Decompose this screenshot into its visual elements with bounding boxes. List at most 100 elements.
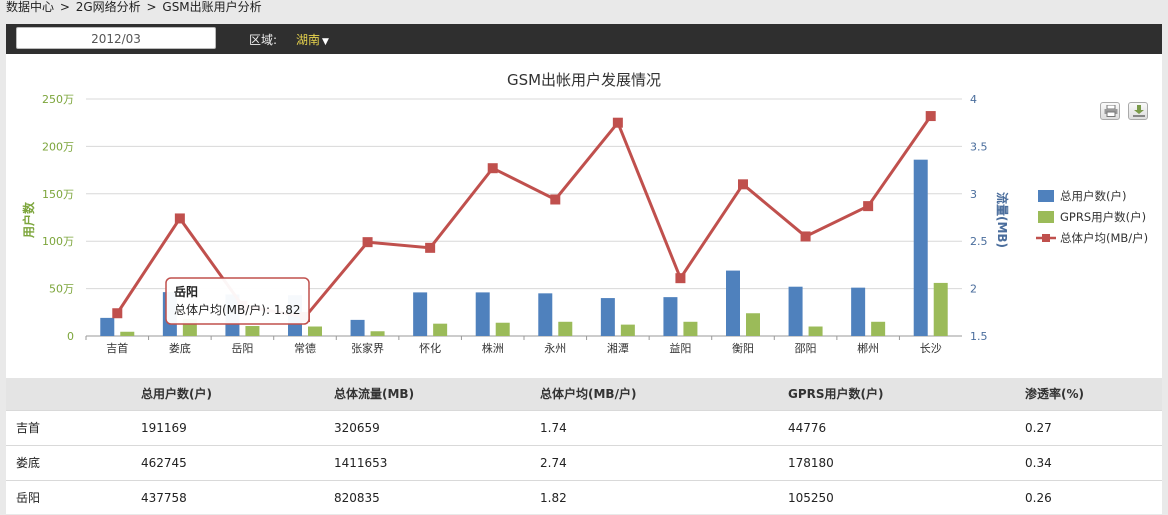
chart-container: GSM出帐用户发展情况 0 50万 100万 150万 200万 250万 1.5 2 2.5… bbox=[6, 54, 1162, 378]
table-cell: 0.34 bbox=[1025, 444, 1162, 480]
breadcrumb-item[interactable]: 2G网络分析 bbox=[75, 0, 141, 14]
download-button[interactable] bbox=[1128, 102, 1148, 120]
y-axis-right: 1.5 2 2.5 3 3.5 4 bbox=[970, 93, 988, 343]
bar-total-users bbox=[413, 292, 428, 336]
table-cell: 191169 bbox=[141, 409, 334, 445]
table-cell: 1.82 bbox=[540, 479, 788, 515]
bar-total-users bbox=[913, 159, 928, 336]
line-point bbox=[863, 201, 874, 212]
x-tick-label: 永州 bbox=[544, 341, 566, 355]
bar-gprs-users bbox=[746, 313, 760, 336]
bar-total-users bbox=[663, 297, 678, 336]
data-table-container: 总用户数(户) 总体流量(MB) 总体户均(MB/户) GPRS用户数(户) 渗… bbox=[6, 378, 1162, 515]
bar-total-users bbox=[851, 287, 866, 336]
x-tick-label: 娄底 bbox=[169, 341, 191, 355]
bar-gprs-users bbox=[620, 324, 635, 336]
bar-total-users bbox=[100, 317, 115, 336]
print-button[interactable] bbox=[1100, 102, 1120, 120]
line-point bbox=[112, 308, 123, 319]
column-header[interactable]: 总用户数(户) bbox=[141, 387, 212, 402]
y-left-tick-label: 0 bbox=[67, 330, 74, 343]
breadcrumb: 数据中心 > 2G网络分析 > GSM出账用户分析 bbox=[6, 0, 264, 16]
bar-gprs-users bbox=[808, 326, 823, 336]
caret-down-icon: ▼ bbox=[322, 37, 329, 47]
region-dropdown[interactable]: 湖南 ▼ bbox=[296, 31, 329, 48]
data-table: 总用户数(户) 总体流量(MB) 总体户均(MB/户) GPRS用户数(户) 渗… bbox=[6, 378, 1162, 515]
legend-marker-icon bbox=[1042, 234, 1050, 242]
chart: GSM出帐用户发展情况 0 50万 100万 150万 200万 250万 1.5 2 2.5… bbox=[21, 71, 1148, 355]
table-row[interactable]: 娄底 462745 1411653 2.74 178180 0.34 bbox=[6, 444, 1162, 480]
legend-swatch-icon bbox=[1038, 190, 1054, 202]
column-header[interactable]: GPRS用户数(户) bbox=[788, 387, 884, 402]
y-right-tick-label: 4 bbox=[970, 93, 977, 106]
x-tick-label: 邵阳 bbox=[795, 342, 817, 355]
filter-bar: 2012/03 区域: 湖南 ▼ bbox=[6, 24, 1162, 54]
line-point bbox=[425, 242, 436, 253]
tooltip-text: 总体户均(MB/户): 1.82 bbox=[174, 302, 301, 317]
x-tick-label: 株洲 bbox=[482, 341, 504, 355]
date-input[interactable]: 2012/03 bbox=[16, 27, 216, 49]
y-left-tick-label: 50万 bbox=[49, 283, 74, 296]
x-axis-labels: 吉首 娄底 岳阳 常德 张家界 怀化 株洲 永州 湘潭 益阳 衡阳 邵阳 郴州 长沙 bbox=[85, 336, 942, 355]
table-row[interactable]: 岳阳 437758 820835 1.82 105250 0.26 bbox=[6, 479, 1162, 515]
x-tick-label: 吉首 bbox=[106, 341, 128, 355]
chart-title: GSM出帐用户发展情况 bbox=[507, 71, 661, 89]
print-icon bbox=[1104, 105, 1118, 117]
legend-label: 总用户数(户) bbox=[1060, 189, 1126, 203]
column-header[interactable]: 总体户均(MB/户) bbox=[540, 387, 637, 402]
table-cell: 44776 bbox=[788, 409, 1025, 445]
line-point bbox=[800, 231, 811, 242]
tooltip: 岳阳 总体户均(MB/户): 1.82 bbox=[165, 277, 310, 325]
legend-swatch-icon bbox=[1038, 211, 1054, 223]
table-cell: 105250 bbox=[788, 479, 1025, 515]
y-right-tick-label: 3 bbox=[970, 188, 977, 201]
bar-total-users bbox=[475, 292, 490, 336]
x-tick-label: 张家界 bbox=[351, 341, 384, 355]
tooltip-title: 岳阳 bbox=[174, 284, 198, 299]
tooltip-box bbox=[165, 277, 310, 325]
legend: 总用户数(户) GPRS用户数(户) 总体户均(MB/户) bbox=[1036, 189, 1148, 245]
breadcrumb-item: GSM出账用户分析 bbox=[162, 0, 262, 14]
legend-label: 总体户均(MB/户) bbox=[1060, 231, 1148, 245]
table-row[interactable]: 吉首 191169 320659 1.74 44776 0.27 bbox=[6, 409, 1162, 445]
x-tick-label: 怀化 bbox=[419, 341, 441, 355]
y-left-tick-label: 200万 bbox=[42, 140, 74, 153]
table-cell: 320659 bbox=[334, 409, 540, 445]
bar-total-users bbox=[726, 270, 740, 336]
region-value: 湖南 bbox=[296, 33, 321, 47]
table-cell: 178180 bbox=[788, 444, 1025, 480]
y-axis-right-title: 流量(MB) bbox=[995, 192, 1010, 248]
bar-gprs-users bbox=[558, 321, 573, 336]
bar-total-users bbox=[600, 298, 615, 336]
y-left-tick-label: 250万 bbox=[42, 93, 74, 106]
bar-gprs-users bbox=[245, 326, 260, 336]
x-tick-label: 衡阳 bbox=[732, 342, 754, 355]
line-point bbox=[174, 213, 185, 224]
x-tick-label: 常德 bbox=[294, 341, 316, 355]
bar-gprs-users bbox=[495, 322, 510, 336]
y-right-tick-label: 1.5 bbox=[970, 330, 988, 343]
table-cell: 娄底 bbox=[6, 444, 141, 480]
line-point bbox=[550, 194, 561, 205]
bar-gprs-users bbox=[308, 326, 322, 336]
legend-label: GPRS用户数(户) bbox=[1060, 210, 1146, 224]
table-cell: 岳阳 bbox=[6, 479, 141, 515]
line-point bbox=[675, 273, 686, 284]
bar-total-users bbox=[350, 319, 365, 336]
table-cell: 462745 bbox=[141, 444, 334, 480]
x-tick-label: 郴州 bbox=[857, 341, 879, 355]
line-point bbox=[612, 117, 623, 128]
table-cell: 820835 bbox=[334, 479, 540, 515]
y-axis-left: 0 50万 100万 150万 200万 250万 bbox=[42, 93, 74, 343]
breadcrumb-separator: > bbox=[59, 0, 70, 14]
column-header[interactable]: 渗透率(%) bbox=[1025, 387, 1084, 402]
y-left-tick-label: 100万 bbox=[42, 235, 74, 248]
breadcrumb-item[interactable]: 数据中心 bbox=[6, 0, 55, 14]
bar-gprs-users bbox=[871, 321, 886, 336]
bar-gprs-users bbox=[433, 323, 448, 336]
bar-total-users bbox=[788, 286, 803, 336]
column-header[interactable]: 总体流量(MB) bbox=[334, 387, 415, 402]
table-cell: 0.27 bbox=[1025, 409, 1162, 445]
y-right-tick-label: 2 bbox=[970, 283, 977, 296]
x-tick-label: 益阳 bbox=[669, 341, 691, 355]
